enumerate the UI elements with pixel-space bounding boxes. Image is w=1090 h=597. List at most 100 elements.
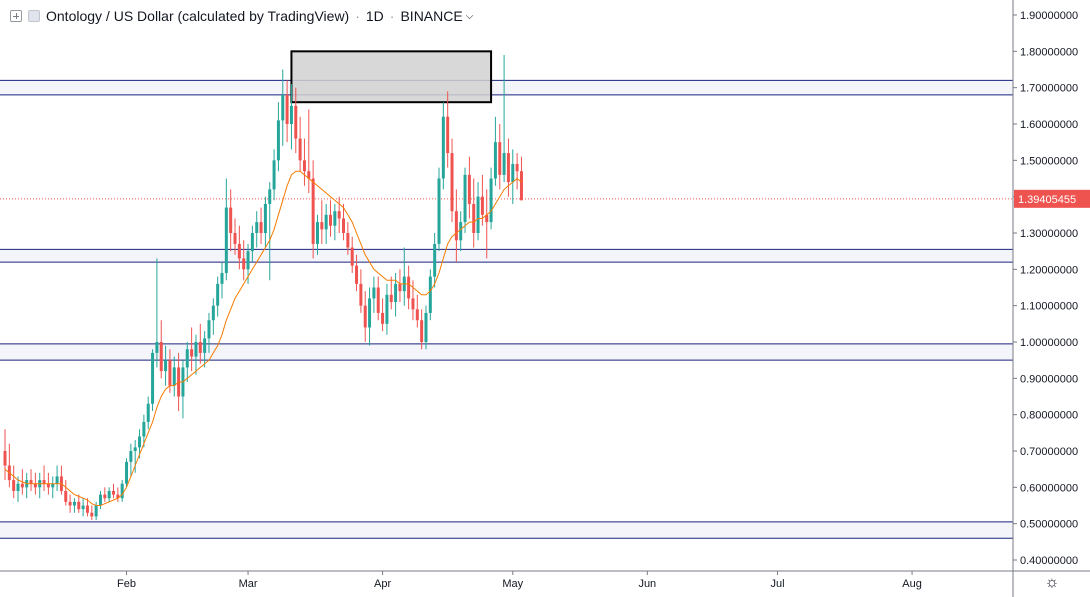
candle-body (90, 512, 94, 517)
exchange-label[interactable]: BINANCE (400, 8, 463, 24)
y-tick-label: 0.90000000 (1020, 373, 1078, 385)
candle-body (151, 352, 155, 404)
candle-body (46, 483, 50, 488)
candle-body (198, 342, 202, 353)
y-tick-label: 1.20000000 (1020, 264, 1078, 276)
candle-body (359, 283, 363, 306)
resistance-box-layer (290, 50, 493, 104)
candle-body (320, 222, 324, 230)
candle-body (294, 105, 298, 139)
candle-body (407, 276, 411, 299)
candle-body (355, 265, 359, 284)
candle-body (450, 153, 454, 212)
candle-body (3, 451, 7, 466)
candle-body (368, 298, 372, 328)
chevron-down-icon[interactable]: ⌵ (465, 10, 474, 22)
candle-body (42, 480, 46, 484)
candle-body (493, 142, 497, 179)
candle-body (472, 203, 476, 233)
candle-body (81, 505, 85, 510)
candle-body (272, 160, 276, 190)
candle-body (125, 461, 129, 484)
candle-body (324, 214, 328, 230)
candle-body (311, 178, 315, 244)
candle-body (224, 207, 228, 273)
candle-body (207, 320, 211, 339)
candle-body (342, 218, 346, 233)
symbol-legend[interactable]: Ontology / US Dollar (calculated by Trad… (10, 6, 478, 26)
candle-body (307, 171, 311, 179)
candle-body (77, 501, 81, 510)
gear-icon[interactable]: ☼ (1044, 574, 1060, 591)
candle-body (389, 294, 393, 303)
x-tick-label: Mar (239, 578, 258, 590)
candle-body (346, 233, 350, 248)
candle-body (185, 349, 189, 368)
y-tick-label: 1.30000000 (1020, 228, 1078, 240)
zone-fill (0, 521, 1013, 539)
candle-body (33, 483, 37, 488)
candle-body (242, 258, 246, 270)
candle-body (394, 283, 398, 303)
candle-body (498, 142, 502, 175)
interval-label[interactable]: 1D (365, 8, 384, 24)
candle-body (467, 174, 471, 204)
last-price-label: 1.39405455 (1018, 194, 1076, 206)
candle-body (485, 214, 489, 223)
candle-body (424, 312, 428, 342)
symbol-title: Ontology / US Dollar (calculated by Trad… (46, 8, 350, 24)
y-tick-label: 1.90000000 (1020, 10, 1078, 22)
y-tick-label: 1.10000000 (1020, 301, 1078, 313)
candle-body (437, 178, 441, 244)
candle-body (441, 116, 445, 179)
resistance-box (290, 50, 493, 104)
y-tick-label: 1.50000000 (1020, 155, 1078, 167)
moving-average-line (4, 170, 522, 506)
candle-body (64, 490, 68, 502)
candle-body (116, 494, 120, 499)
x-tick-label: Jul (770, 578, 784, 590)
candle-body (229, 207, 233, 233)
candle-body (12, 480, 16, 491)
candle-body (459, 222, 463, 241)
y-tick-label: 1.60000000 (1020, 119, 1078, 131)
candle-body (506, 153, 510, 183)
candle-body (376, 287, 380, 313)
candle-body (16, 483, 20, 491)
plus-square-icon[interactable] (10, 10, 22, 22)
candle-body (337, 211, 341, 219)
candle-body (103, 494, 107, 499)
candle-body (372, 287, 376, 299)
separator-dot-2: · (389, 8, 395, 24)
candle-body (329, 214, 332, 226)
candle-body (246, 251, 250, 270)
x-tick-label: Feb (117, 578, 136, 590)
candle-body (203, 338, 207, 353)
candle-body (98, 494, 102, 506)
x-tick-label: Apr (374, 578, 391, 590)
zones-layer (0, 79, 1013, 539)
candle-body (220, 272, 224, 284)
candle-body (515, 163, 519, 172)
y-tick-label: 1.80000000 (1020, 46, 1078, 58)
candle-body (446, 116, 450, 154)
separator-dot: · (355, 8, 360, 24)
candle-body (489, 178, 493, 223)
candle-body (281, 94, 285, 121)
candle-body (29, 480, 33, 484)
x-tick-label: Aug (902, 578, 922, 590)
square-icon[interactable] (28, 10, 40, 22)
y-tick-label: 0.50000000 (1020, 519, 1078, 531)
candle-body (72, 501, 76, 506)
candle-body (411, 298, 415, 310)
candle-body (164, 360, 168, 372)
candle-body (385, 294, 389, 324)
candle-body (420, 320, 424, 342)
candle-body (519, 171, 523, 201)
candle-body (511, 163, 515, 183)
candle-body (298, 138, 302, 161)
candle-body (237, 243, 241, 259)
candle-body (250, 233, 254, 252)
